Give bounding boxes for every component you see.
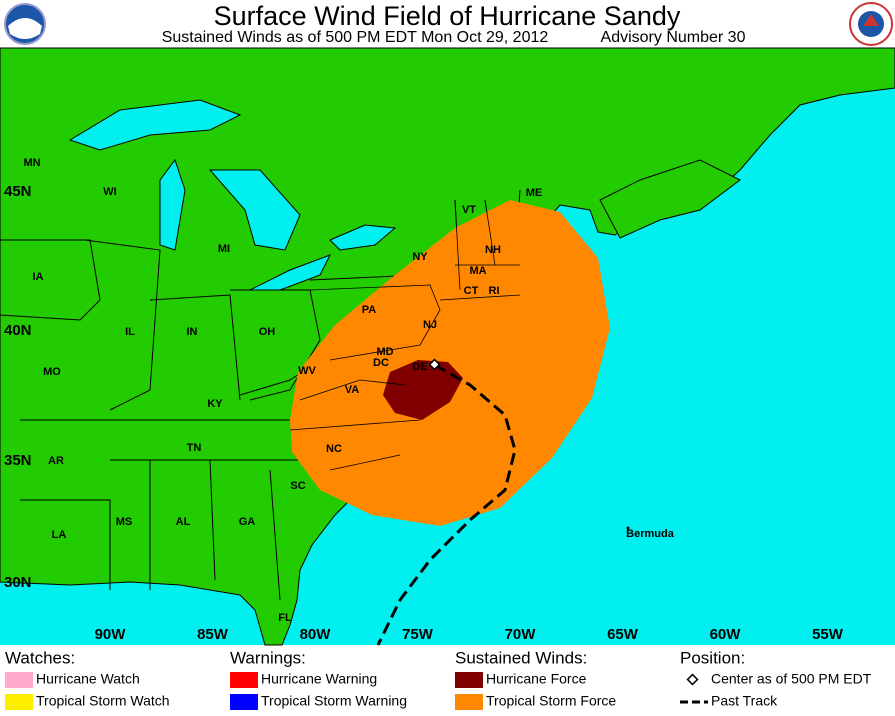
legend: Watches: Hurricane Watch Tropical Storm Wa… — [5, 648, 872, 710]
nws-logo — [849, 2, 893, 46]
legend-item: Past Track — [711, 693, 778, 709]
lake-huron — [208, 169, 301, 251]
legend-swatch — [455, 672, 483, 688]
state-label: DC — [373, 357, 389, 369]
latitude-label: 30N — [4, 574, 32, 591]
state-label: NJ — [423, 319, 437, 331]
past-track — [376, 363, 517, 646]
state-label: NH — [485, 244, 501, 256]
lake-ontario — [329, 224, 397, 251]
state-label: VA — [345, 384, 360, 396]
legend-item: Hurricane Force — [486, 671, 587, 687]
legend-swatch — [5, 694, 33, 710]
state-label: GA — [239, 516, 256, 528]
tropical-storm-force-area — [290, 200, 610, 526]
state-label: IL — [125, 326, 135, 338]
advisory: Advisory Number 30 — [601, 29, 746, 46]
longitude-label: 55W — [812, 626, 844, 643]
state-label: IN — [187, 326, 198, 338]
state-label: AR — [48, 455, 64, 467]
legend-item: Tropical Storm Force — [486, 693, 616, 709]
longitude-label: 85W — [197, 626, 229, 643]
state-label: AL — [176, 516, 191, 528]
state-label: DE — [412, 361, 427, 373]
title: Surface Wind Field of Hurricane Sandy — [214, 1, 681, 31]
legend-center-icon — [686, 673, 699, 686]
state-label: MN — [23, 157, 40, 169]
lake-michigan — [159, 158, 186, 251]
state-label: NC — [326, 443, 342, 455]
state-label: FL — [278, 612, 292, 624]
state-label: CT — [464, 285, 479, 297]
subtitle: Sustained Winds as of 500 PM EDT Mon Oct… — [162, 29, 549, 46]
latitude-label: 45N — [4, 183, 32, 200]
state-label: PA — [362, 304, 377, 316]
legend-heading: Position: — [680, 648, 745, 667]
state-label: ME — [526, 187, 543, 199]
place-marker — [626, 526, 630, 530]
state-label: IA — [33, 271, 44, 283]
lake-superior — [68, 99, 242, 151]
state-label: WI — [103, 186, 116, 198]
state-label: WV — [298, 365, 316, 377]
legend-heading: Watches: — [5, 648, 75, 667]
longitude-label: 80W — [300, 626, 332, 643]
state-label: MS — [116, 516, 133, 528]
legend-swatch — [230, 694, 258, 710]
legend-heading: Sustained Winds: — [455, 648, 587, 667]
legend-item: Hurricane Warning — [261, 671, 377, 687]
latitude-label: 40N — [4, 322, 32, 339]
state-label: SC — [290, 480, 305, 492]
legend-item: Hurricane Watch — [36, 671, 140, 687]
state-borders-overlay — [289, 199, 521, 471]
state-label: KY — [207, 398, 223, 410]
longitude-label: 65W — [607, 626, 639, 643]
state-label: VT — [462, 204, 476, 216]
state-label: OH — [259, 326, 276, 338]
state-label: MI — [218, 243, 230, 255]
state-label: MD — [376, 346, 393, 358]
state-label: RI — [489, 285, 500, 297]
legend-swatch — [230, 672, 258, 688]
longitude-label: 90W — [95, 626, 127, 643]
state-label: TN — [187, 442, 202, 454]
legend-swatch — [5, 672, 33, 688]
longitude-label: 70W — [505, 626, 537, 643]
storm-center — [428, 358, 441, 371]
state-label: MA — [469, 265, 486, 277]
place-label: Bermuda — [626, 528, 675, 540]
state-label: LA — [52, 529, 67, 541]
state-label: MO — [43, 366, 61, 378]
longitude-label: 60W — [710, 626, 742, 643]
legend-item: Tropical Storm Warning — [261, 693, 407, 709]
legend-item: Tropical Storm Watch — [36, 693, 170, 709]
latitude-label: 35N — [4, 452, 32, 469]
state-label: NY — [412, 251, 428, 263]
legend-item: Center as of 500 PM EDT — [711, 671, 872, 687]
noaa-logo — [4, 3, 46, 45]
nova-scotia — [599, 159, 741, 239]
longitude-label: 75W — [402, 626, 434, 643]
legend-swatch — [455, 694, 483, 710]
hurricane-force-area — [383, 360, 463, 420]
legend-heading: Warnings: — [230, 648, 306, 667]
